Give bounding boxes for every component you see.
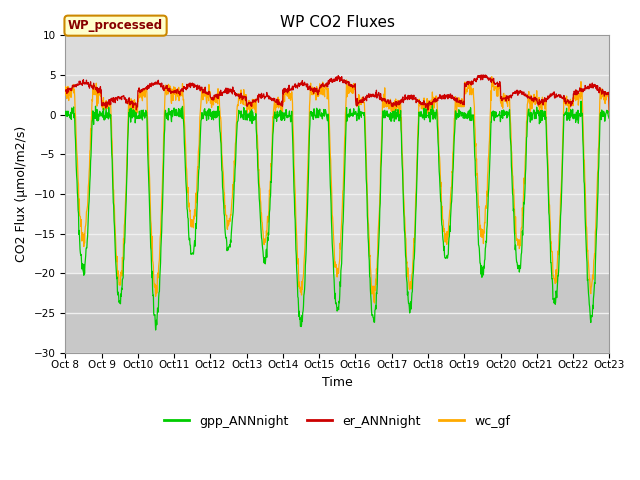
Legend: gpp_ANNnight, er_ANNnight, wc_gf: gpp_ANNnight, er_ANNnight, wc_gf xyxy=(159,409,515,432)
Y-axis label: CO2 Flux (μmol/m2/s): CO2 Flux (μmol/m2/s) xyxy=(15,126,28,262)
Text: WP_processed: WP_processed xyxy=(68,19,163,32)
Bar xyxy=(65,273,609,353)
X-axis label: Time: Time xyxy=(322,376,353,389)
Title: WP CO2 Fluxes: WP CO2 Fluxes xyxy=(280,15,395,30)
